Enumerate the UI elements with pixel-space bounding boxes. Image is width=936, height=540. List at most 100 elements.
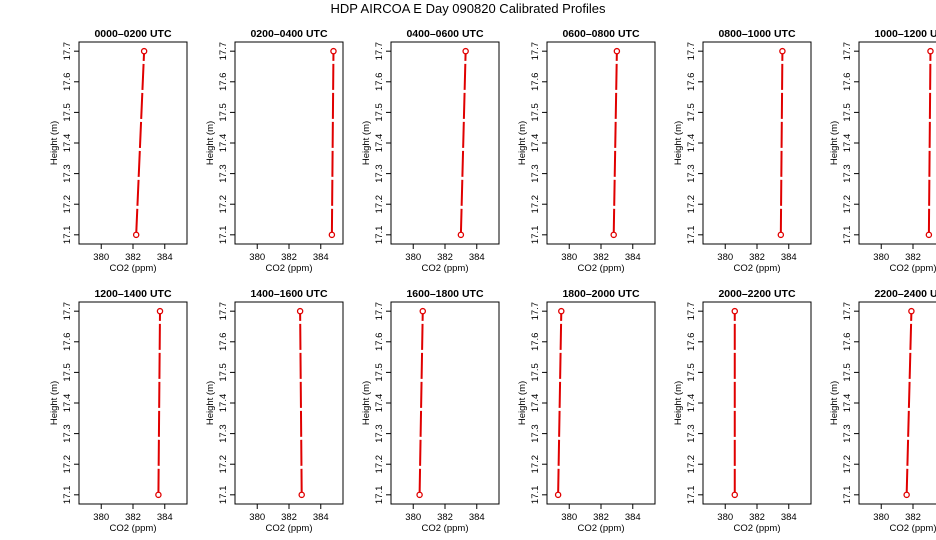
x-axis-label: CO2 (ppm) bbox=[890, 263, 936, 274]
profile-point bbox=[908, 307, 915, 315]
x-tick-label: 384 bbox=[157, 512, 173, 523]
y-tick-label: 17.4 bbox=[62, 394, 73, 413]
y-tick-label: 17.2 bbox=[842, 455, 853, 474]
panel-title: 1800–2000 UTC bbox=[562, 288, 639, 300]
y-tick-label: 17.3 bbox=[374, 164, 385, 183]
y-tick-label: 17.7 bbox=[530, 302, 541, 321]
y-tick-label: 17.1 bbox=[686, 486, 697, 505]
y-tick-label: 17.6 bbox=[218, 333, 229, 352]
y-tick-label: 17.7 bbox=[530, 42, 541, 61]
y-tick-label: 17.2 bbox=[374, 455, 385, 474]
y-tick-label: 17.1 bbox=[842, 486, 853, 505]
y-tick-label: 17.5 bbox=[374, 363, 385, 382]
profile-point bbox=[777, 231, 785, 239]
y-tick-label: 17.1 bbox=[218, 486, 229, 505]
y-tick-label: 17.5 bbox=[530, 103, 541, 122]
x-tick-label: 380 bbox=[873, 512, 889, 523]
x-tick-label: 382 bbox=[437, 512, 453, 523]
panel: 1200–1400 UTC 380 382 384 17.1 17.2 17.3 17.4 17… bbox=[49, 288, 188, 534]
y-tick-label: 17.4 bbox=[842, 134, 853, 153]
y-tick-label: 17.5 bbox=[842, 363, 853, 382]
y-tick-label: 17.5 bbox=[62, 103, 73, 122]
y-tick-label: 17.5 bbox=[62, 363, 73, 382]
panel: 0400–0600 UTC 380 382 384 17.1 17.2 17.3 17.4 17… bbox=[361, 28, 500, 274]
profile-line bbox=[157, 311, 161, 495]
y-tick-label: 17.5 bbox=[686, 103, 697, 122]
y-tick-label: 17.2 bbox=[530, 455, 541, 474]
y-tick-label: 17.3 bbox=[218, 164, 229, 183]
y-tick-label: 17.3 bbox=[686, 424, 697, 443]
x-tick-label: 384 bbox=[157, 252, 173, 263]
x-axis-label: CO2 (ppm) bbox=[110, 263, 157, 274]
y-tick-label: 17.6 bbox=[686, 73, 697, 92]
y-tick-label: 17.4 bbox=[218, 394, 229, 413]
y-tick-label: 17.7 bbox=[842, 302, 853, 321]
x-tick-label: 380 bbox=[405, 512, 421, 523]
profile-point bbox=[140, 47, 148, 55]
x-axis-label: CO2 (ppm) bbox=[734, 523, 781, 534]
y-tick-label: 17.3 bbox=[530, 424, 541, 443]
y-tick-label: 17.1 bbox=[62, 226, 73, 245]
y-tick-label: 17.2 bbox=[218, 455, 229, 474]
y-tick-label: 17.4 bbox=[842, 394, 853, 413]
x-tick-label: 382 bbox=[437, 252, 453, 263]
profile-point bbox=[903, 491, 910, 499]
x-axis-label: CO2 (ppm) bbox=[578, 263, 625, 274]
y-tick-label: 17.7 bbox=[842, 42, 853, 61]
panel-title: 1400–1600 UTC bbox=[250, 288, 327, 300]
profile-line bbox=[612, 51, 618, 235]
x-tick-label: 384 bbox=[313, 252, 329, 263]
y-tick-label: 17.5 bbox=[686, 363, 697, 382]
y-tick-label: 17.5 bbox=[530, 363, 541, 382]
profile-point bbox=[156, 307, 164, 315]
y-tick-label: 17.4 bbox=[530, 394, 541, 413]
x-tick-label: 382 bbox=[593, 252, 609, 263]
y-tick-label: 17.2 bbox=[62, 195, 73, 214]
x-tick-label: 382 bbox=[749, 512, 765, 523]
y-tick-label: 17.4 bbox=[686, 134, 697, 153]
y-tick-label: 17.6 bbox=[530, 73, 541, 92]
profile-point bbox=[328, 231, 336, 239]
panel: 0000–0200 UTC 380 382 384 17.1 17.2 17.3 17.4 17… bbox=[49, 28, 188, 274]
y-axis-label: Height (m) bbox=[49, 381, 60, 425]
x-tick-label: 380 bbox=[249, 252, 265, 263]
y-axis-label: Height (m) bbox=[829, 121, 840, 165]
x-tick-label: 380 bbox=[93, 512, 109, 523]
profile-point bbox=[731, 491, 739, 499]
y-axis-label: Height (m) bbox=[517, 381, 528, 425]
profile-line bbox=[459, 51, 467, 235]
plot-frame bbox=[234, 301, 344, 505]
y-tick-label: 17.6 bbox=[842, 73, 853, 92]
y-axis-label: Height (m) bbox=[205, 381, 216, 425]
y-axis-label: Height (m) bbox=[361, 121, 372, 165]
y-tick-label: 17.6 bbox=[62, 333, 73, 352]
y-axis-label: Height (m) bbox=[517, 121, 528, 165]
y-tick-label: 17.7 bbox=[218, 42, 229, 61]
y-tick-label: 17.4 bbox=[218, 134, 229, 153]
y-tick-label: 17.6 bbox=[374, 73, 385, 92]
profile-point bbox=[925, 231, 933, 239]
profile-point bbox=[462, 47, 469, 55]
panel: 0800–1000 UTC 380 382 384 17.1 17.2 17.3 17.4 17… bbox=[673, 28, 812, 274]
profile-point bbox=[927, 47, 934, 55]
plot-frame bbox=[546, 301, 656, 505]
y-tick-label: 17.5 bbox=[218, 103, 229, 122]
y-tick-label: 17.2 bbox=[686, 455, 697, 474]
x-axis-label: CO2 (ppm) bbox=[266, 263, 313, 274]
x-axis-label: CO2 (ppm) bbox=[578, 523, 625, 534]
plot-frame bbox=[546, 41, 656, 245]
y-tick-label: 17.4 bbox=[530, 134, 541, 153]
profile-line bbox=[135, 51, 146, 235]
y-tick-label: 17.6 bbox=[686, 333, 697, 352]
y-tick-label: 17.1 bbox=[530, 226, 541, 245]
x-tick-label: 380 bbox=[561, 512, 577, 523]
y-tick-label: 17.3 bbox=[842, 424, 853, 443]
y-tick-label: 17.7 bbox=[686, 42, 697, 61]
x-tick-label: 380 bbox=[249, 512, 265, 523]
y-tick-label: 17.4 bbox=[62, 134, 73, 153]
plot-frame bbox=[858, 301, 936, 505]
panel: 2200–2400 UTC38038238417.117.217.317.417… bbox=[829, 288, 936, 534]
plot-frame bbox=[78, 301, 188, 505]
profile-line bbox=[418, 311, 424, 495]
panel-title: 0000–0200 UTC bbox=[94, 28, 171, 40]
